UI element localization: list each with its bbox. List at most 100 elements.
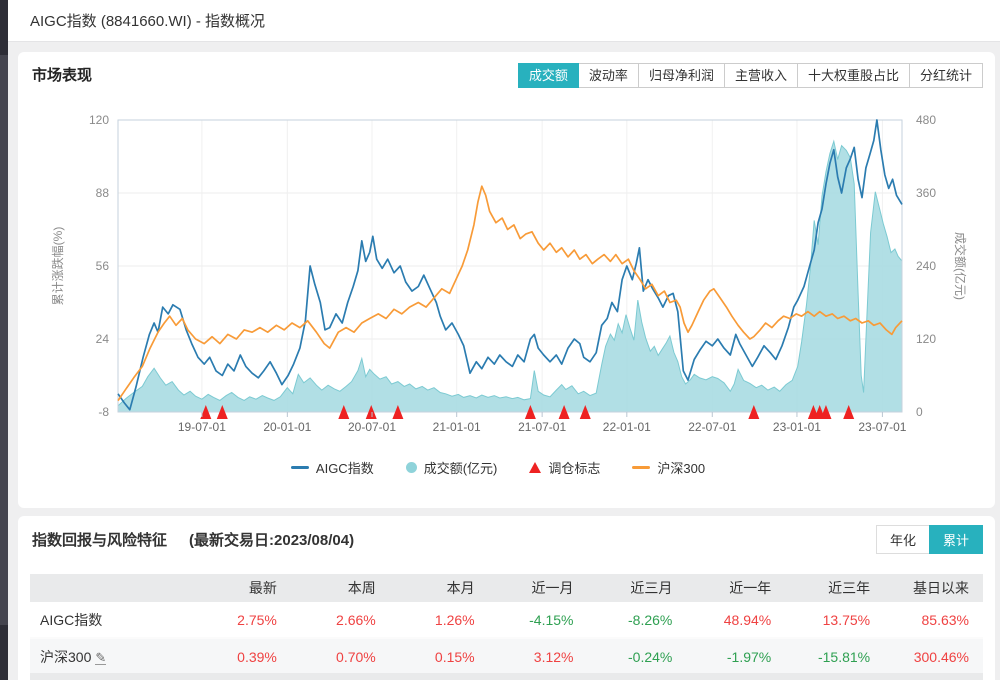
- left-axis-name: 累计涨跌幅(%): [50, 227, 65, 306]
- rebalance-marker: [579, 405, 591, 419]
- column-header: 近一月: [488, 574, 588, 602]
- rebalance-marker: [365, 405, 377, 419]
- return-value: 1.26%: [389, 602, 489, 639]
- market-chart[interactable]: 19-07-01 20-01-01 20-07-01 21-01-01 21-07-01…: [18, 92, 978, 452]
- column-header: 近一年: [686, 574, 786, 602]
- return-value: 2.75%: [192, 602, 291, 639]
- return-value: 3.12%: [488, 638, 588, 674]
- latest-trade-date: (最新交易日:2023/08/04): [189, 532, 355, 549]
- tab-波动率[interactable]: 波动率: [577, 63, 639, 88]
- x-tick-label: 22-01-01: [603, 420, 651, 434]
- left-tick-label: 120: [89, 113, 109, 127]
- legend-item-turnover[interactable]: 成交额(亿元): [405, 458, 498, 477]
- chart-legend: AIGC指数 成交额(亿元) 调仓标志 沪深300: [18, 458, 978, 477]
- right-axis-name: 成交额(亿元): [953, 232, 968, 300]
- plot-border: [117, 119, 903, 413]
- blue-line-icon: [290, 466, 309, 469]
- column-header: 基日以来: [884, 574, 983, 602]
- returns-panel: 指数回报与风险特征 (最新交易日:2023/08/04) 年化 累计 最新 本周 本月…: [18, 516, 995, 680]
- column-header: 本月: [389, 574, 489, 602]
- right-tick-label: 120: [916, 332, 936, 346]
- legend-label: 调仓标志: [548, 461, 601, 476]
- right-tick-label: 360: [916, 186, 936, 200]
- x-tick-label: 23-07-01: [858, 420, 906, 434]
- return-mode-toggle: 年化 累计: [875, 525, 983, 554]
- table-row: 沪深300 ✎ 0.39% 0.70% 0.15% 3.12% -0.24% -1.97% -1…: [30, 638, 983, 674]
- returns-panel-title: 指数回报与风险特征: [32, 532, 168, 549]
- window-header: AIGC指数 (8841660.WI) - 指数概况: [8, 0, 1000, 42]
- left-tick-label: 24: [96, 332, 110, 346]
- orange-line-icon: [632, 466, 651, 469]
- page-title: AIGC指数 (8841660.WI) - 指数概况: [30, 13, 266, 30]
- return-value: 48.94%: [686, 602, 786, 639]
- return-value: 300.46%: [884, 638, 983, 674]
- market-panel-title: 市场表现: [32, 67, 93, 84]
- x-tick-label: 22-07-01: [688, 420, 736, 434]
- rebalance-marker: [748, 405, 760, 419]
- returns-table: 最新 本周 本月 近一月 近三月 近一年 近三年 基日以来 AIGC指数 2.75% 2.66% 1.…: [30, 574, 983, 674]
- left-scrollbar-track[interactable]: [0, 0, 8, 680]
- legend-label: 沪深300: [657, 461, 706, 476]
- rebalance-marker: [843, 405, 855, 419]
- x-tick-label: 21-07-01: [518, 420, 566, 434]
- return-value: -1.97%: [686, 638, 786, 674]
- edit-icon[interactable]: ✎: [95, 649, 107, 665]
- rebalance-marker: [200, 405, 212, 419]
- return-value: 85.63%: [884, 602, 983, 639]
- left-tick-label: 88: [96, 186, 110, 200]
- tab-分红统计[interactable]: 分红统计: [908, 63, 983, 88]
- return-value: -8.26%: [587, 602, 687, 639]
- legend-item-aigc-index[interactable]: AIGC指数: [290, 458, 374, 477]
- right-tick-label: 0: [916, 405, 923, 419]
- tab-主营收入[interactable]: 主营收入: [723, 63, 798, 88]
- column-header: 本周: [290, 574, 390, 602]
- rebalance-marker: [820, 405, 832, 419]
- return-value: 13.75%: [785, 602, 885, 639]
- column-header: 近三年: [785, 574, 885, 602]
- rebalance-marker: [392, 405, 404, 419]
- table-row: AIGC指数 2.75% 2.66% 1.26% -4.15% -8.26% 48.94% 1…: [30, 602, 983, 639]
- left-tick-label: 56: [96, 259, 110, 273]
- column-header: [30, 574, 192, 602]
- legend-item-rebalance-flag[interactable]: 调仓标志: [529, 458, 600, 477]
- legend-label: AIGC指数: [315, 461, 374, 476]
- turnover-area: [117, 139, 903, 413]
- next-table-header-partial: [30, 673, 983, 680]
- column-header: 最新: [192, 574, 291, 602]
- tab-归母净利润[interactable]: 归母净利润: [637, 63, 725, 88]
- toggle-累计[interactable]: 累计: [928, 525, 983, 554]
- return-value: -15.81%: [785, 638, 885, 674]
- return-value: -4.15%: [488, 602, 588, 639]
- left-scrollbar-thumb[interactable]: [0, 55, 8, 625]
- x-tick-label: 20-01-01: [263, 420, 311, 434]
- rebalance-marker: [558, 405, 570, 419]
- right-tick-label: 240: [916, 259, 936, 273]
- return-value: 0.15%: [389, 638, 489, 674]
- return-value: 0.39%: [192, 638, 291, 674]
- x-tick-label: 20-07-01: [348, 420, 396, 434]
- return-value: -0.24%: [587, 638, 687, 674]
- csi300-line: [117, 185, 903, 402]
- right-tick-label: 480: [916, 113, 936, 127]
- left-tick-label: -8: [98, 405, 109, 419]
- toggle-年化[interactable]: 年化: [875, 525, 930, 554]
- returns-panel-header: 指数回报与风险特征 (最新交易日:2023/08/04): [32, 529, 354, 550]
- x-tick-label: 21-01-01: [433, 420, 481, 434]
- rebalance-marker: [524, 405, 536, 419]
- x-tick-label: 19-07-01: [178, 420, 226, 434]
- teal-circle-icon: [405, 462, 417, 473]
- red-triangle-icon: [529, 462, 542, 473]
- rebalance-marker: [338, 405, 350, 419]
- tab-十大权重股占比[interactable]: 十大权重股占比: [796, 63, 910, 88]
- tab-成交额[interactable]: 成交额: [517, 63, 579, 88]
- column-header: 近三月: [587, 574, 687, 602]
- return-value: 2.66%: [290, 602, 390, 639]
- market-panel: 市场表现 成交额 波动率 归母净利润 主营收入 十大权重股占比 分红统计 19-07-01…: [18, 52, 995, 508]
- legend-item-csi300[interactable]: 沪深300: [632, 458, 705, 477]
- row-name: 沪深300 ✎: [30, 638, 192, 674]
- metric-tabs: 成交额 波动率 归母净利润 主营收入 十大权重股占比 分红统计: [517, 63, 983, 88]
- legend-label: 成交额(亿元): [423, 461, 498, 476]
- x-tick-label: 23-01-01: [773, 420, 821, 434]
- row-name: AIGC指数: [30, 602, 192, 639]
- rebalance-marker: [216, 405, 228, 419]
